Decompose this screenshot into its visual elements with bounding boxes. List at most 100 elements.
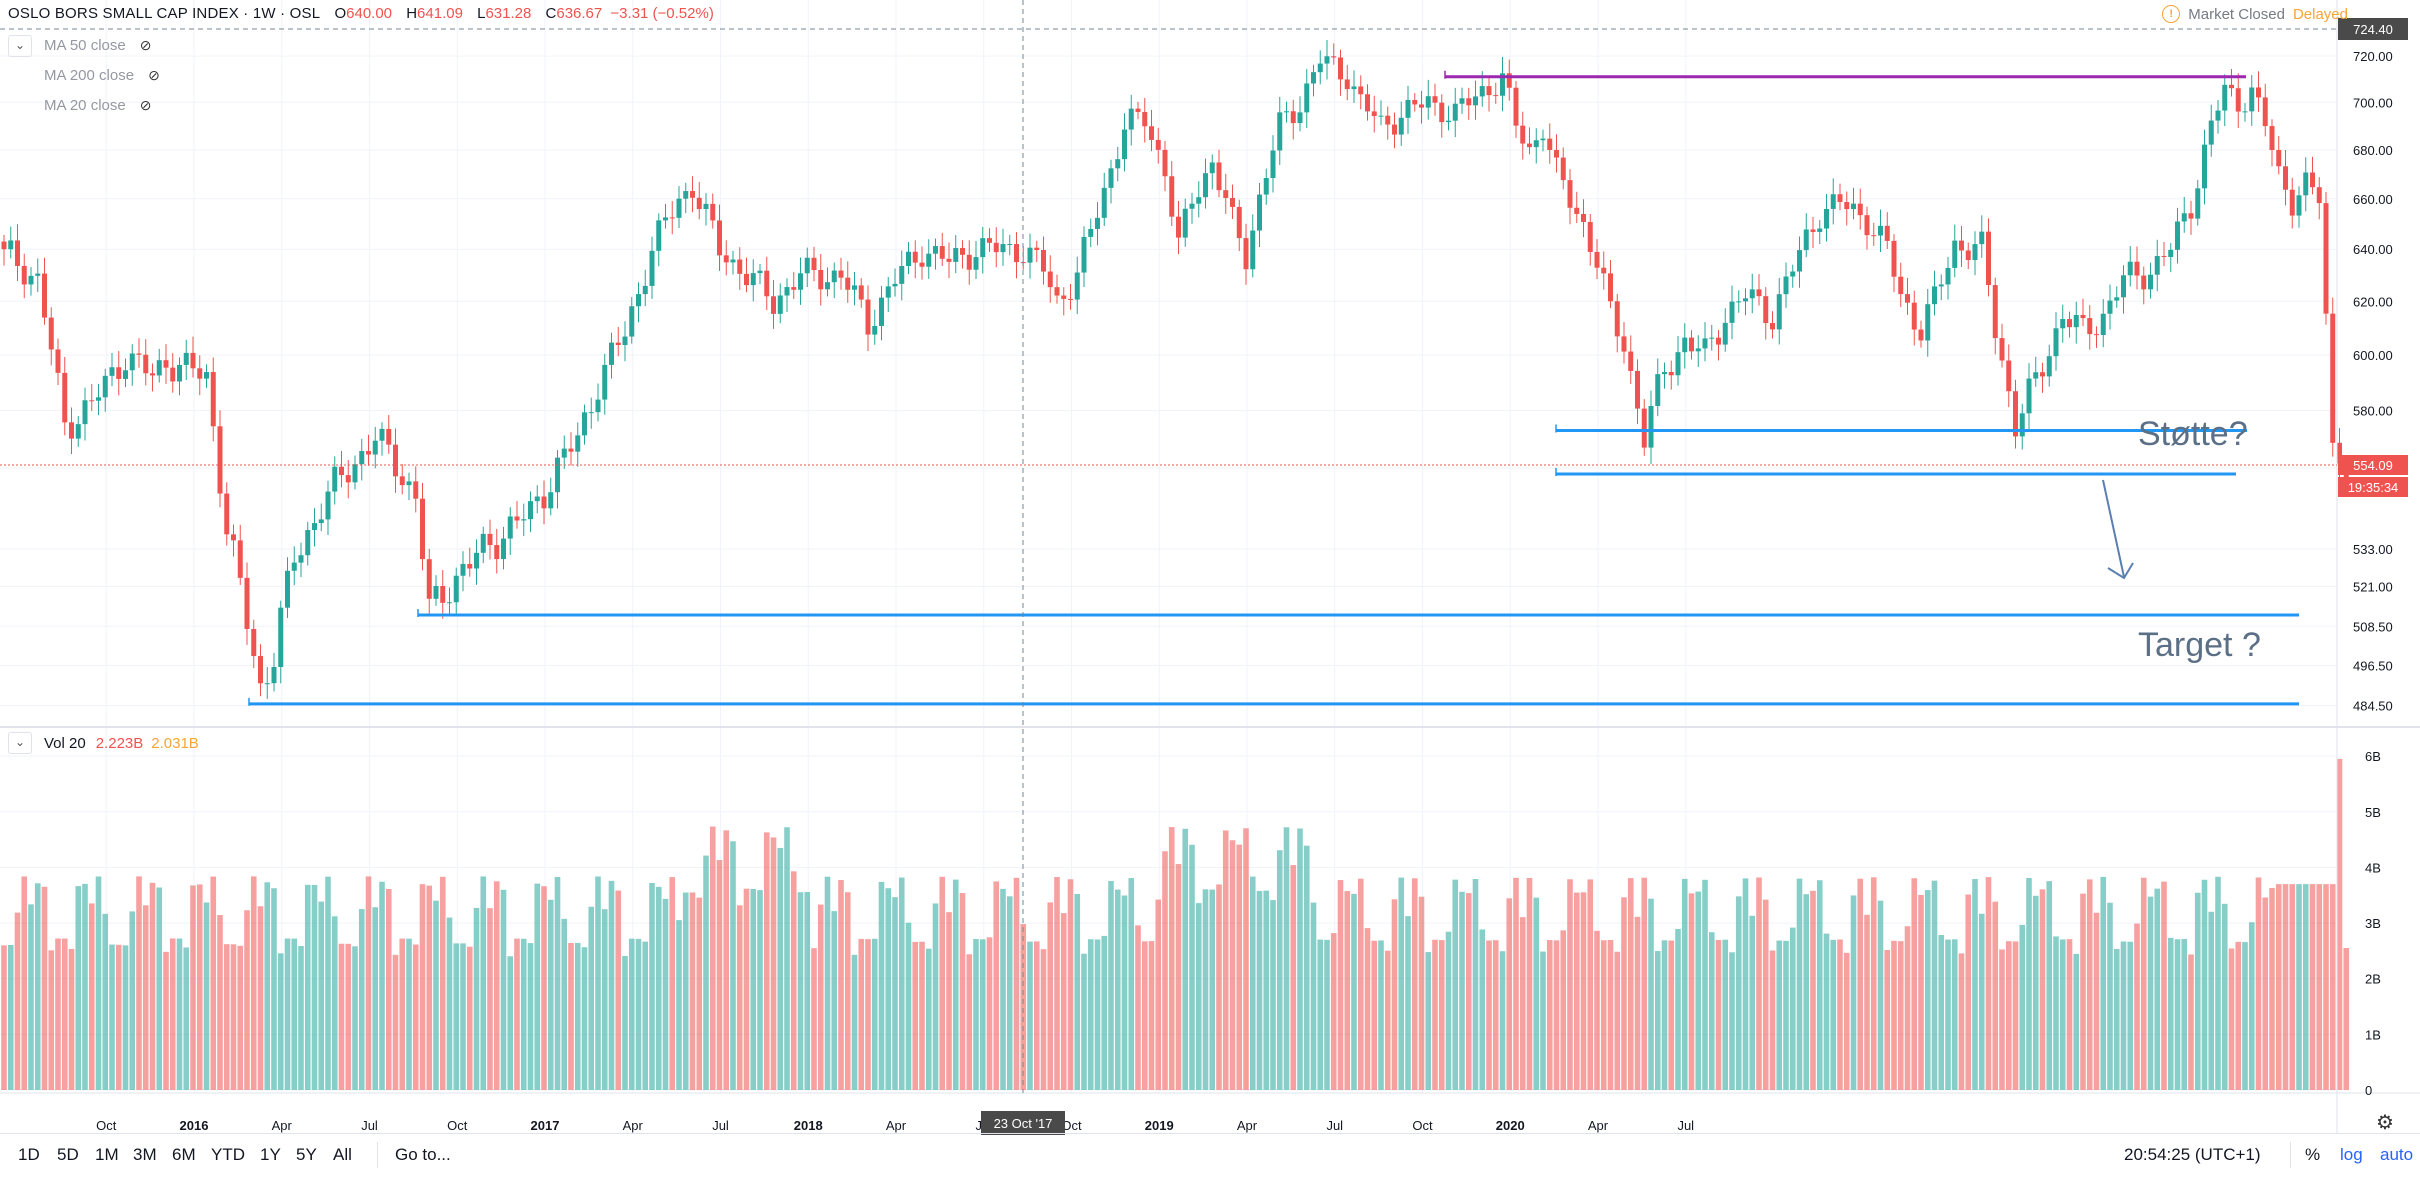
auto-scale-button[interactable]: auto: [2380, 1145, 2414, 1164]
volume-bar: [28, 904, 34, 1090]
candle: [62, 356, 68, 436]
timeframe-5d[interactable]: 5D: [57, 1145, 79, 1164]
timeframe-1m[interactable]: 1M: [95, 1145, 119, 1164]
candle: [1695, 335, 1701, 367]
candle: [852, 272, 857, 306]
candle: [339, 450, 344, 488]
indicator-label[interactable]: MA 20 close: [44, 96, 126, 114]
indicator-ma20[interactable]: MA 20 close ⊘: [8, 94, 151, 116]
volume-bar: [1067, 879, 1074, 1090]
volume-bar: [500, 889, 507, 1090]
candle: [2067, 311, 2072, 338]
candle: [690, 176, 695, 213]
candle: [2208, 104, 2214, 157]
candle: [1088, 218, 1094, 248]
down-arrow[interactable]: [2102, 479, 2125, 578]
volume-bar: [2093, 912, 2100, 1090]
volume-bar: [2289, 884, 2296, 1090]
volume-value: 2.223B: [95, 734, 144, 752]
percent-scale-button[interactable]: %: [2305, 1145, 2321, 1164]
candle: [2127, 246, 2133, 287]
indicator-label[interactable]: MA 50 close: [44, 36, 126, 54]
volume-label[interactable]: Vol 20: [44, 734, 86, 752]
candle: [1635, 359, 1640, 425]
candle: [406, 472, 412, 501]
candle: [1932, 270, 1937, 316]
volume-bar: [7, 944, 14, 1090]
eye-hidden-icon[interactable]: ⊘: [139, 36, 152, 53]
timeframe-1y[interactable]: 1Y: [260, 1145, 281, 1164]
timeframe-all[interactable]: All: [333, 1145, 352, 1164]
volume-bar: [1121, 895, 1128, 1090]
candle: [1587, 214, 1593, 266]
volume-bar: [244, 910, 250, 1090]
volume-bar: [696, 897, 703, 1090]
log-scale-button[interactable]: log: [2340, 1145, 2363, 1164]
volume-bar: [1479, 929, 1486, 1090]
candle: [170, 353, 176, 393]
candle: [926, 239, 932, 279]
market-status[interactable]: ! Market Closed Delayed: [2162, 5, 2348, 23]
volume-bar: [547, 899, 554, 1090]
volume-bar: [1486, 940, 1492, 1090]
volume-bar: [1789, 927, 1796, 1090]
time-tick-label: 2020: [1496, 1118, 1525, 1133]
candle: [1938, 274, 1944, 301]
volume-tick-label: 1B: [2365, 1027, 2381, 1042]
candle: [2168, 243, 2174, 273]
candle: [1331, 43, 1337, 65]
volume-bar: [1465, 893, 1472, 1090]
volume-bar: [763, 832, 770, 1090]
indicator-ma200[interactable]: MA 200 close ⊘: [8, 64, 160, 86]
annotation-target[interactable]: Target ?: [2138, 626, 2261, 664]
volume-bar: [865, 939, 871, 1090]
volume-collapse-icon[interactable]: ⌄: [8, 732, 32, 754]
candle: [426, 548, 432, 616]
timeframe-5y[interactable]: 5Y: [296, 1145, 317, 1164]
timeframe-3m[interactable]: 3M: [133, 1145, 157, 1164]
indicators-collapse-icon[interactable]: ⌄: [8, 35, 32, 57]
candle: [494, 528, 500, 574]
goto-button[interactable]: Go to...: [395, 1145, 451, 1164]
candle: [1486, 77, 1492, 112]
annotation-support[interactable]: Støtte?: [2138, 415, 2248, 453]
volume-bar: [1378, 940, 1384, 1090]
volume-bar: [2228, 948, 2235, 1090]
delayed-label: Delayed: [2292, 5, 2348, 23]
candle: [1837, 183, 1843, 211]
eye-hidden-icon[interactable]: ⊘: [148, 66, 160, 83]
annotations[interactable]: Støtte? Target ?: [2102, 415, 2261, 664]
symbol-title[interactable]: OSLO BORS SMALL CAP INDEX · 1W · OSL: [8, 5, 321, 22]
indicator-label[interactable]: MA 200 close: [44, 66, 135, 84]
volume-bar: [2039, 889, 2046, 1090]
candle: [2276, 135, 2282, 175]
clock[interactable]: 20:54:25 (UTC+1): [2124, 1145, 2261, 1164]
drawn-lines[interactable]: [248, 70, 2299, 706]
volume-bar: [1560, 930, 1567, 1090]
candle: [1601, 251, 1607, 290]
volume-bar: [1796, 878, 1803, 1090]
candle: [1864, 206, 1870, 250]
candle: [2033, 356, 2039, 387]
timeframe-ytd[interactable]: YTD: [211, 1145, 245, 1164]
eye-hidden-icon[interactable]: ⊘: [139, 96, 152, 113]
volume-bar: [372, 907, 379, 1090]
candle: [845, 261, 851, 303]
volume-ma-value: 2.031B: [151, 734, 199, 752]
volume-tick-label: 2B: [2365, 972, 2381, 987]
candle: [258, 644, 263, 697]
candle: [231, 524, 236, 557]
volume-bar: [973, 939, 979, 1090]
volume-bar: [642, 941, 649, 1090]
timeframe-1d[interactable]: 1D: [18, 1145, 40, 1164]
indicator-ma50[interactable]: ⌄ MA 50 close ⊘: [8, 34, 151, 56]
candle: [197, 355, 203, 396]
volume-bar: [1816, 880, 1823, 1090]
settings-gear-icon[interactable]: ⚙: [2376, 1112, 2394, 1134]
volume-bar: [777, 847, 784, 1090]
timeframe-6m[interactable]: 6M: [172, 1145, 196, 1164]
volume-bar: [1290, 865, 1297, 1090]
volume-bar: [102, 913, 109, 1090]
volume-bar: [1600, 940, 1607, 1090]
